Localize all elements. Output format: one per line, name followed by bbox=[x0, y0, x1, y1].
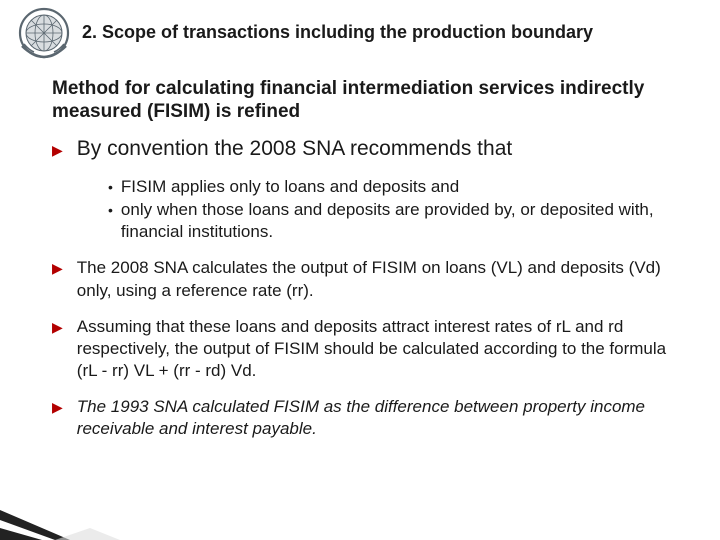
slide-content: Method for calculating financial interme… bbox=[0, 64, 720, 440]
slide-title: 2. Scope of transactions including the p… bbox=[82, 22, 593, 44]
sub-bullet-item: • FISIM applies only to loans and deposi… bbox=[108, 176, 674, 198]
subtitle: Method for calculating financial interme… bbox=[52, 78, 674, 124]
sub-bullet-list: • FISIM applies only to loans and deposi… bbox=[52, 176, 674, 244]
un-logo-icon bbox=[14, 6, 74, 60]
bullet-dot-icon: • bbox=[108, 176, 113, 198]
paragraph-bullet: ▶ Assuming that these loans and deposits… bbox=[52, 316, 674, 382]
bullet-dot-icon: • bbox=[108, 199, 113, 221]
paragraph-text: Assuming that these loans and deposits a… bbox=[77, 316, 674, 382]
arrow-icon: ▶ bbox=[52, 260, 63, 277]
paragraph-bullet: ▶ The 1993 SNA calculated FISIM as the d… bbox=[52, 396, 674, 440]
slide-header: 2. Scope of transactions including the p… bbox=[0, 0, 720, 64]
paragraph-italic-text: The 1993 SNA calculated FISIM as the dif… bbox=[77, 396, 674, 440]
sub-bullet-text: only when those loans and deposits are p… bbox=[121, 199, 674, 243]
sub-bullet-text: FISIM applies only to loans and deposits… bbox=[121, 176, 459, 198]
paragraph-bullet: ▶ The 2008 SNA calculates the output of … bbox=[52, 257, 674, 301]
arrow-icon: ▶ bbox=[52, 399, 63, 416]
main-bullet: ▶ By convention the 2008 SNA recommends … bbox=[52, 136, 674, 162]
paragraph-text: The 2008 SNA calculates the output of FI… bbox=[77, 257, 674, 301]
arrow-icon: ▶ bbox=[52, 142, 63, 159]
corner-decoration-icon bbox=[0, 492, 120, 540]
main-point-text: By convention the 2008 SNA recommends th… bbox=[77, 136, 512, 162]
arrow-icon: ▶ bbox=[52, 319, 63, 336]
sub-bullet-item: • only when those loans and deposits are… bbox=[108, 199, 674, 243]
